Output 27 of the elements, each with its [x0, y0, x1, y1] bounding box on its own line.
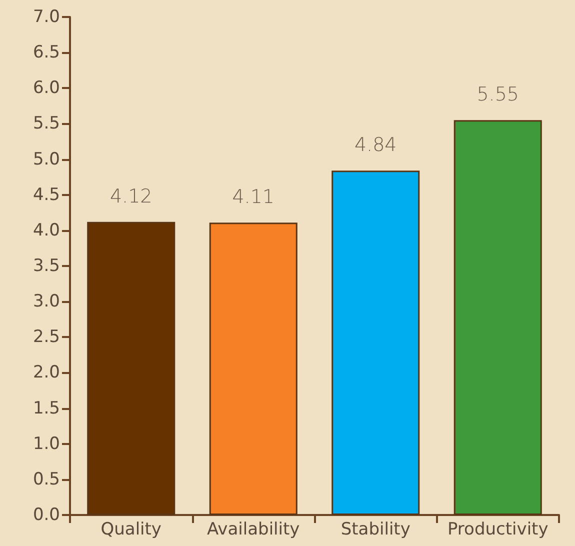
y-tick-label: 2.0 — [32, 362, 60, 383]
x-tick-label: Stability — [340, 520, 410, 540]
bar — [454, 120, 542, 515]
y-tick-label: 1.0 — [32, 434, 60, 454]
bar — [209, 222, 298, 515]
y-tick-label: 3.5 — [32, 256, 60, 276]
y-tick-label: 2.5 — [32, 327, 60, 348]
y-tick-label: 6.0 — [32, 78, 60, 98]
data-label: 5.55 — [476, 84, 520, 106]
x-tick-label: Quality — [100, 520, 162, 540]
x-tick-label: Productivity — [447, 520, 548, 540]
bar — [332, 170, 420, 515]
y-tick-label: 4.5 — [32, 184, 60, 205]
y-tick-label: 5.0 — [32, 149, 60, 170]
y-tick-label: 6.5 — [32, 42, 60, 63]
y-tick-label: 3.0 — [32, 292, 60, 312]
y-tick-label: 4.0 — [32, 220, 60, 240]
y-tick-label: 0.5 — [32, 469, 60, 490]
data-label: 4.11 — [232, 186, 275, 208]
data-label: 4.84 — [354, 134, 397, 156]
y-tick-label: 1.5 — [32, 398, 60, 418]
bar — [87, 222, 176, 515]
data-label: 4.12 — [110, 185, 152, 208]
y-tick-label: 7.0 — [32, 7, 60, 27]
y-tick-label: 5.5 — [32, 114, 60, 134]
x-tick-label: Availability — [207, 520, 300, 540]
y-tick-label: 0.0 — [32, 505, 60, 525]
